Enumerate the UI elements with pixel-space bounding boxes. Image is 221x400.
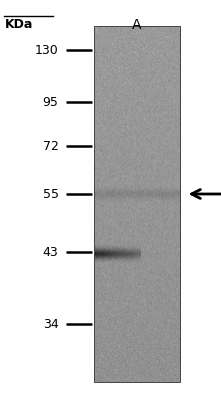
Text: 55: 55 (43, 188, 59, 200)
Bar (94, 26, 180, 382)
Text: 95: 95 (43, 96, 59, 108)
Text: 34: 34 (43, 318, 59, 330)
Text: KDa: KDa (4, 18, 33, 31)
Text: 43: 43 (43, 246, 59, 258)
Text: 72: 72 (43, 140, 59, 152)
Text: A: A (132, 18, 142, 32)
Text: 130: 130 (35, 44, 59, 56)
